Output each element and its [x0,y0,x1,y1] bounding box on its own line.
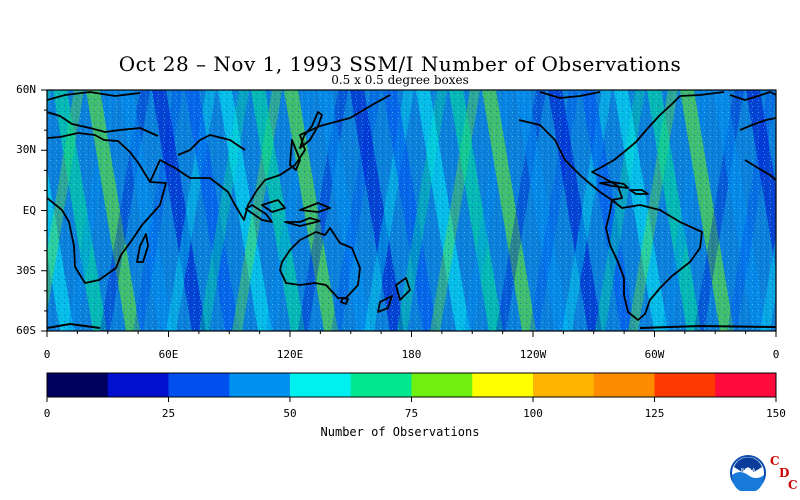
lon-label: 0 [43,348,51,361]
map-subtitle: 0.5 x 0.5 degree boxes [331,73,469,87]
map-title: Oct 28 – Nov 1, 1993 SSM/I Number of Obs… [118,52,682,76]
lat-label: 60S [16,324,36,337]
lat-label: 30S [16,263,36,277]
cdc-letter-1: C [770,454,780,468]
colorbar-swatch [47,373,109,397]
colorbar-tick-label: 50 [283,407,297,420]
colorbar-swatch [229,373,291,397]
colorbar-swatch [168,373,230,397]
colorbar-swatch [533,373,595,397]
lat-label: 30N [16,143,36,157]
colorbar-tick-label: 75 [404,407,419,420]
colorbar-tick-label: 150 [766,407,786,420]
colorbar-swatch [350,373,412,397]
colorbar-tick-label: 0 [43,407,51,420]
noaa-logo-icon: NOAA [730,455,766,491]
lat-label: EQ [22,203,36,217]
map-field [47,90,776,331]
colorbar-swatch [593,373,655,397]
colorbar-swatch [290,373,352,397]
noaa-logo-text: NOAA [741,468,756,474]
lon-label: 120E [276,348,304,361]
colorbar-swatch [654,373,716,397]
colorbar-title: Number of Observations [320,425,480,439]
colorbar-swatch [411,373,473,397]
colorbar-tick-label: 100 [523,407,543,420]
colorbar-tick-label: 125 [644,407,665,420]
colorbar-swatch [715,373,777,397]
cdc-letter-2: D [779,466,790,480]
colorbar-tick-label: 25 [161,407,176,420]
colorbar-swatch [107,373,169,397]
lon-label: 60W [644,348,665,361]
lon-label: 120W [519,348,547,361]
cdc-letter-3: C [788,478,798,492]
coastlines [47,91,776,329]
lon-label: 0 [772,348,780,361]
lon-label: 60E [158,348,179,361]
colorbar-swatch [472,373,534,397]
lat-label: 60N [16,83,36,96]
lon-label: 180 [401,348,422,361]
